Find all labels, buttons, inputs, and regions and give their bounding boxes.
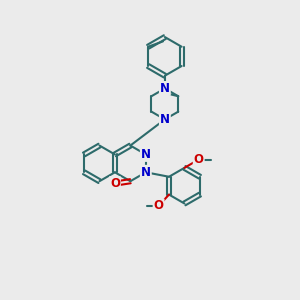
Text: N: N xyxy=(160,113,170,126)
Text: O: O xyxy=(110,177,120,190)
Text: N: N xyxy=(160,82,170,95)
Text: O: O xyxy=(194,153,204,166)
Text: N: N xyxy=(141,148,151,161)
Text: N: N xyxy=(141,166,151,179)
Text: O: O xyxy=(154,200,164,212)
